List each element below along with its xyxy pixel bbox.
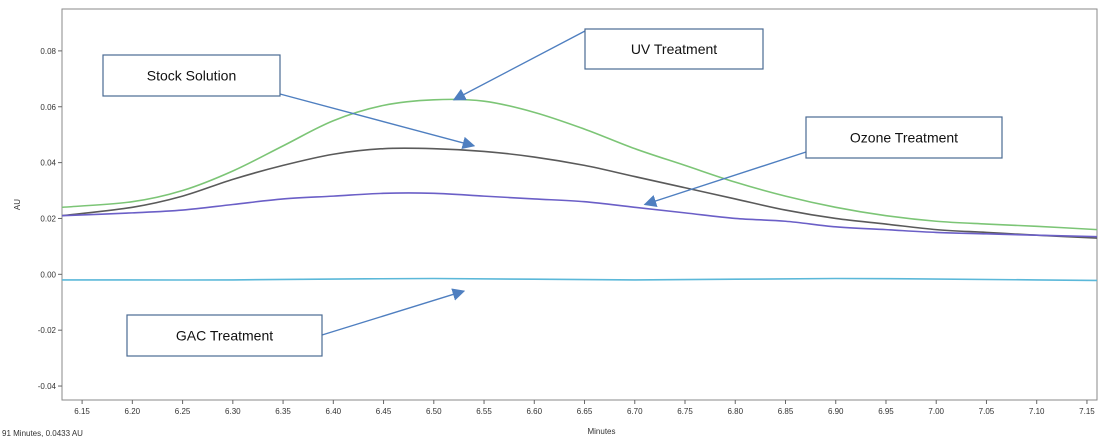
x-tick-label: 7.05	[979, 407, 995, 416]
x-tick-label: 6.45	[376, 407, 392, 416]
x-tick-label: 7.15	[1079, 407, 1095, 416]
y-tick-label: 0.06	[40, 103, 56, 112]
y-tick-label: -0.02	[38, 326, 57, 335]
y-tick-label: -0.04	[38, 382, 57, 391]
x-tick-label: 6.65	[577, 407, 593, 416]
x-axis-label: Minutes	[587, 427, 615, 436]
x-tick-label: 6.70	[627, 407, 643, 416]
x-tick-label: 6.95	[878, 407, 894, 416]
x-tick-label: 7.10	[1029, 407, 1045, 416]
y-axis-label: AU	[13, 199, 22, 210]
x-tick-label: 6.60	[526, 407, 542, 416]
annotation-label: GAC Treatment	[176, 328, 273, 344]
x-tick-label: 6.50	[426, 407, 442, 416]
x-tick-label: 6.75	[677, 407, 693, 416]
x-tick-label: 6.20	[125, 407, 141, 416]
x-tick-label: 6.30	[225, 407, 241, 416]
x-tick-label: 6.80	[727, 407, 743, 416]
y-tick-label: 0.00	[40, 270, 56, 279]
y-tick-label: 0.02	[40, 214, 56, 223]
x-tick-label: 6.25	[175, 407, 191, 416]
x-tick-label: 6.55	[476, 407, 492, 416]
x-tick-label: 6.35	[275, 407, 291, 416]
y-tick-label: 0.08	[40, 47, 56, 56]
x-tick-label: 6.15	[74, 407, 90, 416]
x-tick-label: 7.00	[928, 407, 944, 416]
annotation-label: Ozone Treatment	[850, 130, 958, 146]
cursor-readout: 91 Minutes, 0.0433 AU	[2, 429, 83, 438]
annotation-label: Stock Solution	[147, 68, 237, 84]
x-tick-label: 6.90	[828, 407, 844, 416]
x-tick-label: 6.85	[778, 407, 794, 416]
annotation-label: UV Treatment	[631, 41, 717, 57]
y-tick-label: 0.04	[40, 159, 56, 168]
x-tick-label: 6.40	[326, 407, 342, 416]
